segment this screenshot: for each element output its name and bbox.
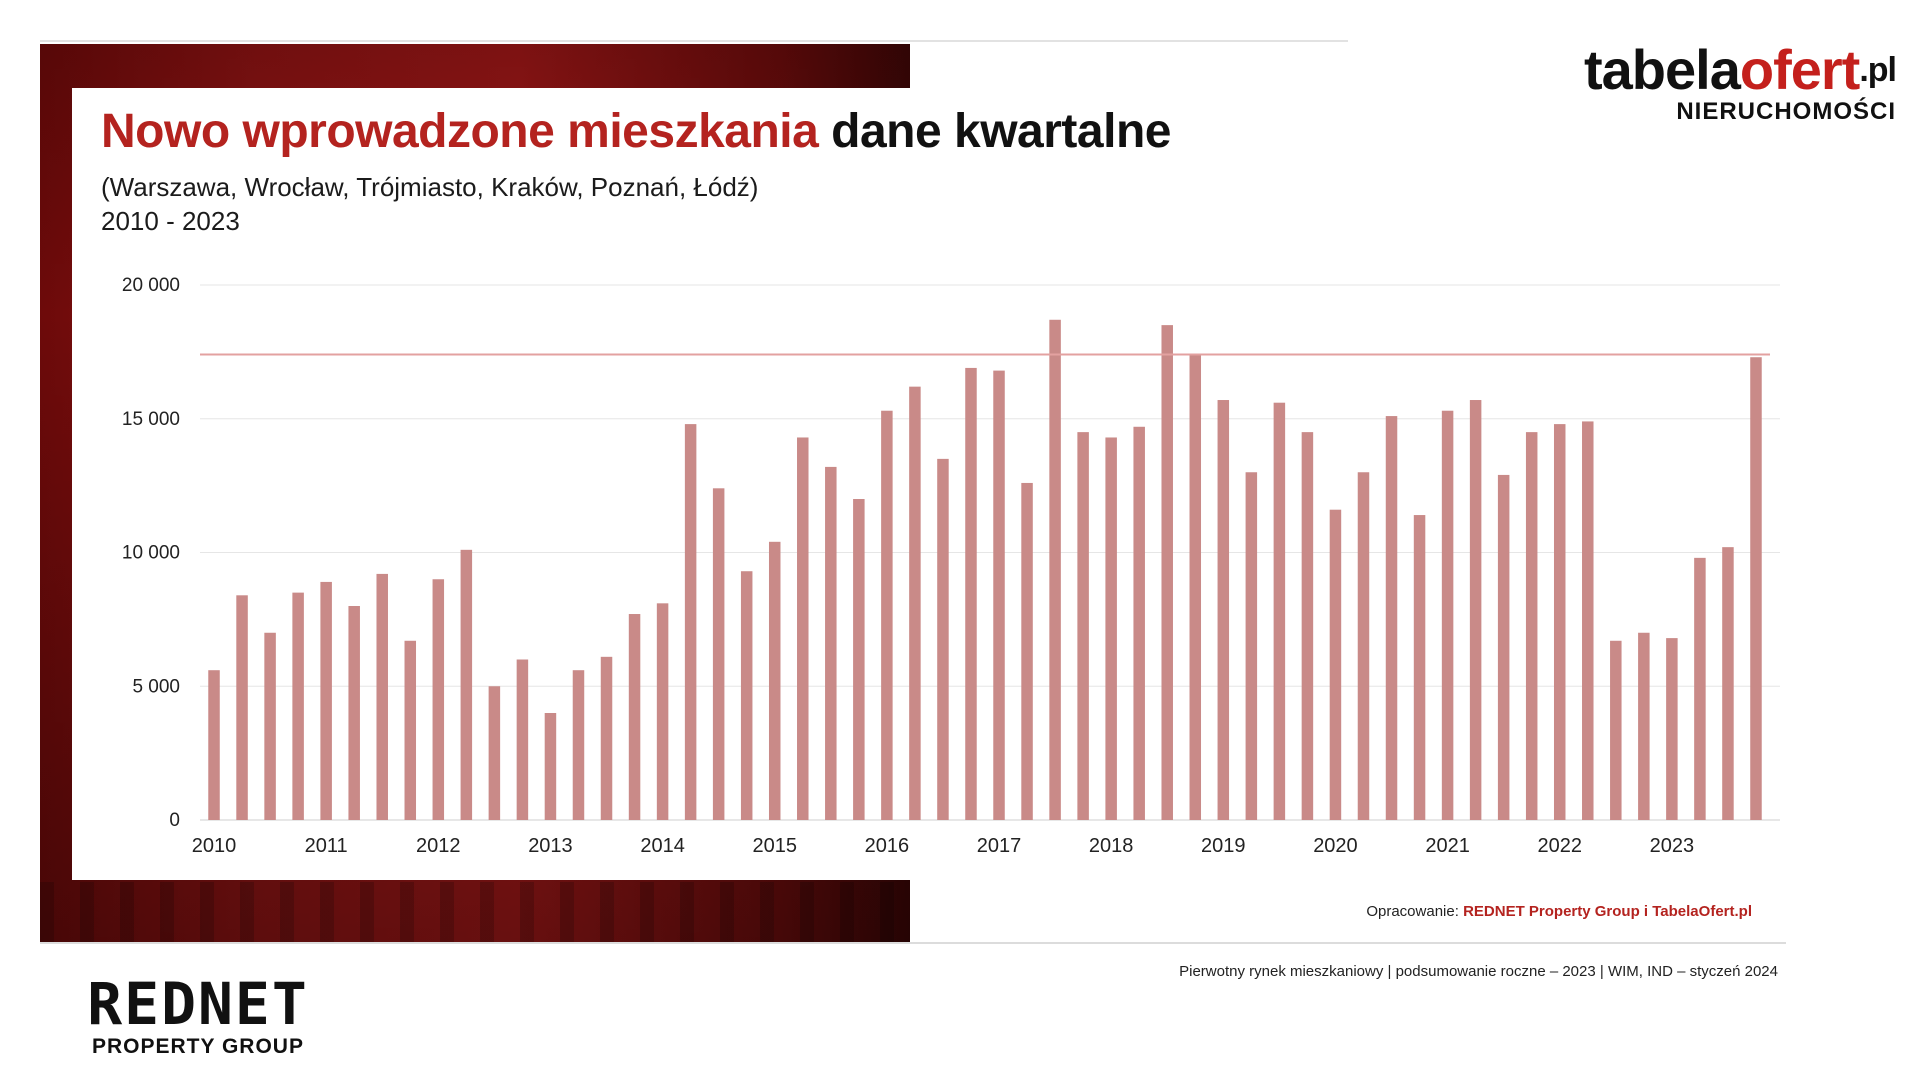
bar <box>937 458 949 820</box>
page-title: Nowo wprowadzone mieszkania dane kwartal… <box>101 104 1171 159</box>
bar <box>1357 472 1370 820</box>
x-tick-label: 2022 <box>1537 835 1582 857</box>
bar <box>1301 432 1314 820</box>
bar <box>600 656 613 820</box>
source-value: REDNET Property Group i TabelaOfert.pl <box>1463 903 1752 920</box>
bar <box>768 541 781 820</box>
bar <box>1469 400 1482 820</box>
bar <box>544 713 557 820</box>
bar <box>432 579 445 820</box>
title-rest: dane kwartalne <box>831 105 1171 158</box>
bar <box>1666 638 1678 820</box>
brand-suffix: .pl <box>1859 51 1897 89</box>
bar <box>1105 437 1117 820</box>
bar <box>1133 426 1145 820</box>
x-tick-label: 2010 <box>192 835 237 857</box>
bar <box>656 603 669 820</box>
x-tick-label: 2013 <box>528 835 573 857</box>
x-tick-label: 2012 <box>416 835 461 857</box>
bar <box>460 549 473 820</box>
bar <box>1694 557 1706 820</box>
bar <box>993 370 1005 820</box>
y-tick-label: 10 000 <box>122 543 180 564</box>
subtitle: (Warszawa, Wrocław, Trójmiasto, Kraków, … <box>101 170 758 238</box>
top-rule <box>40 40 1348 42</box>
bar <box>1049 319 1061 820</box>
y-tick-label: 0 <box>169 810 180 831</box>
bar <box>1722 547 1734 820</box>
x-tick-label: 2014 <box>640 835 685 857</box>
rednet-brand: REDNET <box>87 970 309 1038</box>
bar-chart: 0 5 000 10 000 15 000 20 000 2010 2011 2012 2013… <box>122 275 1780 857</box>
bar <box>1245 472 1258 820</box>
source-note: Opracowanie: REDNET Property Group i Tab… <box>1366 903 1752 920</box>
tabelaofert-tagline: NIERUCHOMOŚCI <box>1676 98 1896 125</box>
bar <box>208 670 220 820</box>
brand-part-black: tabela <box>1584 38 1741 101</box>
rednet-tagline: PROPERTY GROUP <box>92 1035 304 1058</box>
bar <box>292 592 304 820</box>
bar <box>320 581 332 820</box>
bar <box>1273 402 1286 820</box>
bar <box>1582 421 1594 820</box>
x-tick-label: 2015 <box>752 835 797 857</box>
x-tick-label: 2023 <box>1650 835 1695 857</box>
bar <box>1217 400 1230 820</box>
x-tick-label: 2020 <box>1313 835 1358 857</box>
bar <box>628 614 641 820</box>
x-tick-label: 2018 <box>1089 835 1134 857</box>
bar <box>516 659 529 820</box>
y-tick-label: 15 000 <box>122 409 180 430</box>
bar <box>909 386 921 820</box>
bar <box>853 499 865 820</box>
rednet-logo: REDNET PROPERTY GROUP <box>60 975 336 1059</box>
subtitle-years: 2010 - 2023 <box>101 206 240 236</box>
bar <box>1497 474 1510 820</box>
bar <box>404 640 417 820</box>
bar <box>1077 432 1089 820</box>
tabelaofert-brand: tabelaofert.pl <box>1584 38 1897 101</box>
x-tick-label: 2019 <box>1201 835 1246 857</box>
bar <box>1525 432 1538 820</box>
bar <box>1161 325 1173 820</box>
bar <box>1441 410 1454 820</box>
bottom-rule <box>40 942 1786 944</box>
bar <box>1329 509 1342 820</box>
x-tick-label: 2021 <box>1425 835 1470 857</box>
source-label: Opracowanie: <box>1366 903 1459 920</box>
bar <box>348 606 360 820</box>
bar <box>264 632 276 820</box>
bar <box>881 410 893 820</box>
bar <box>825 466 837 820</box>
y-tick-label: 5 000 <box>132 676 180 697</box>
bar <box>376 573 388 820</box>
bar <box>965 367 977 820</box>
bar <box>740 571 753 820</box>
bar <box>1189 354 1202 820</box>
bar <box>572 670 585 820</box>
tabelaofert-logo: tabelaofert.pl NIERUCHOMOŚCI <box>1584 38 1897 126</box>
bar <box>712 488 725 820</box>
bar <box>1553 424 1566 820</box>
y-tick-label: 20 000 <box>122 275 180 296</box>
title-highlight: Nowo wprowadzone mieszkania <box>101 105 819 158</box>
x-tick-label: 2017 <box>977 835 1022 857</box>
bar <box>236 595 248 820</box>
bar <box>1638 632 1650 820</box>
x-tick-label: 2016 <box>865 835 910 857</box>
x-tick-label: 2011 <box>305 835 348 857</box>
bar <box>684 424 697 820</box>
bar <box>488 686 501 820</box>
footer-note: Pierwotny rynek mieszkaniowy | podsumowa… <box>1179 963 1778 980</box>
subtitle-cities: (Warszawa, Wrocław, Trójmiasto, Kraków, … <box>101 172 759 202</box>
bar <box>1021 482 1033 820</box>
bar <box>1385 416 1398 820</box>
chart-card <box>72 88 1846 880</box>
bar <box>1610 640 1622 820</box>
bar <box>1750 357 1762 820</box>
bar <box>1413 515 1426 820</box>
bar <box>797 437 809 820</box>
brand-part-red: ofert <box>1739 38 1860 101</box>
